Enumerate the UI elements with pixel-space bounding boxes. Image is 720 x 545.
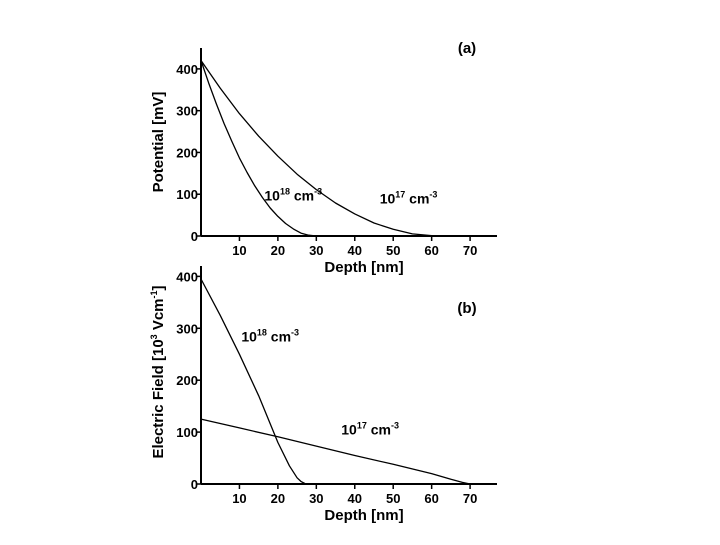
series-annotation-18: 1018 cm-3 — [241, 327, 299, 344]
y-tick-label: 100 — [176, 425, 198, 440]
x-tick-label: 10 — [232, 243, 246, 258]
x-tick-label: 10 — [232, 491, 246, 506]
panel-label: (a) — [458, 40, 476, 57]
y-tick-label: 300 — [176, 321, 198, 336]
x-tick-label: 40 — [348, 243, 362, 258]
y-tick-label: 400 — [176, 269, 198, 284]
x-axis-title: Depth [nm] — [324, 507, 403, 524]
y-tick-label: 300 — [176, 104, 198, 119]
y-axis-title: Potential [mV] — [150, 92, 167, 193]
x-tick-label: 20 — [271, 243, 285, 258]
x-tick-label: 50 — [386, 243, 400, 258]
y-axis-title: Electric Field [103 Vcm-1] — [149, 285, 167, 458]
panel-a-chart: 0 100 200 300 400 10 20 30 40 50 60 70 Depth [nm] Pot… — [150, 40, 497, 276]
series-line-18 — [200, 278, 309, 485]
x-tick-label: 50 — [386, 491, 400, 506]
y-tick-label: 0 — [191, 229, 198, 244]
series-annotation-18: 1018 cm-3 — [264, 186, 322, 203]
series-line-17 — [200, 418, 471, 485]
series-annotation-17: 1017 cm-3 — [380, 189, 438, 206]
series-annotation-17: 1017 cm-3 — [341, 421, 399, 438]
x-tick-label: 30 — [309, 491, 323, 506]
x-tick-label: 40 — [348, 491, 362, 506]
x-tick-label: 70 — [463, 243, 477, 258]
y-tick-label: 0 — [191, 477, 198, 492]
x-tick-label: 20 — [271, 491, 285, 506]
x-tick-label: 70 — [463, 491, 477, 506]
panel-b-chart: 0 100 200 300 400 10 20 30 40 50 60 70 Depth [nm] Ele… — [149, 266, 497, 524]
y-tick-label: 200 — [176, 145, 198, 160]
series-line-17 — [200, 60, 440, 237]
y-tick-label: 100 — [176, 187, 198, 202]
panel-label: (b) — [457, 300, 476, 317]
series-line-18 — [200, 60, 317, 237]
y-tick-label: 400 — [176, 62, 198, 77]
y-tick-label: 200 — [176, 373, 198, 388]
x-tick-label: 60 — [424, 243, 438, 258]
x-tick-label: 60 — [424, 491, 438, 506]
x-axis-title: Depth [nm] — [324, 259, 403, 276]
x-tick-label: 30 — [309, 243, 323, 258]
